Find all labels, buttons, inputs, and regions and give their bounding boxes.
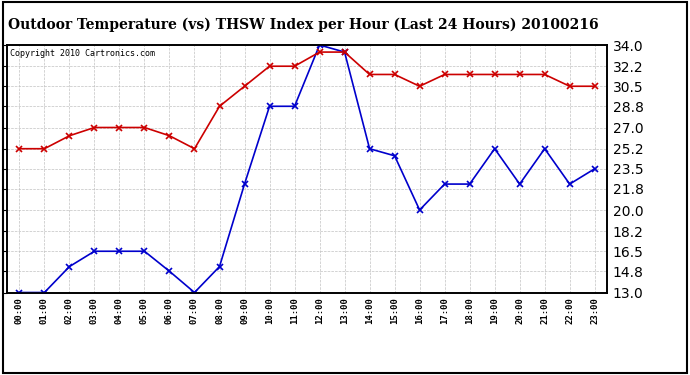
Text: Outdoor Temperature (vs) THSW Index per Hour (Last 24 Hours) 20100216: Outdoor Temperature (vs) THSW Index per …	[8, 18, 599, 32]
Text: Copyright 2010 Cartronics.com: Copyright 2010 Cartronics.com	[10, 49, 155, 58]
